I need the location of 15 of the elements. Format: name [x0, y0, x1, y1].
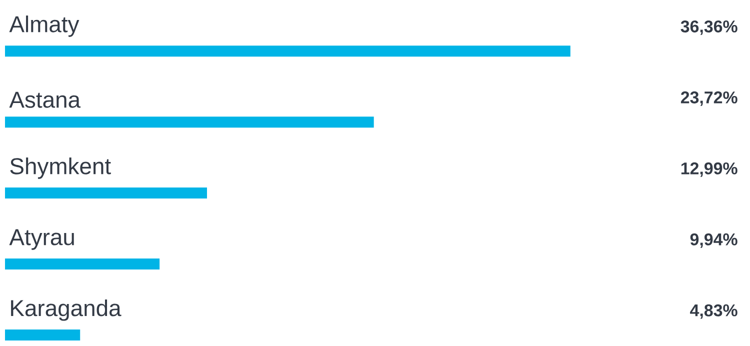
y-tick-label: Shymkent — [10, 157, 111, 179]
data-label: 9,94% — [690, 233, 738, 248]
data-label: 12,99% — [681, 162, 738, 177]
y-tick-label: Astana — [9, 92, 81, 108]
bar — [5, 46, 570, 57]
bar — [5, 116, 374, 128]
bar — [5, 188, 207, 199]
y-tick-label: Almaty — [9, 16, 80, 37]
bar — [5, 258, 160, 270]
data-label: 23,72% — [680, 91, 738, 106]
y-tick-label: Karaganda — [11, 299, 122, 321]
data-label: 4,83% — [690, 304, 738, 319]
bar — [5, 330, 80, 341]
data-label: 36,36% — [680, 20, 738, 35]
y-tick-label: Atyrau — [9, 229, 74, 250]
